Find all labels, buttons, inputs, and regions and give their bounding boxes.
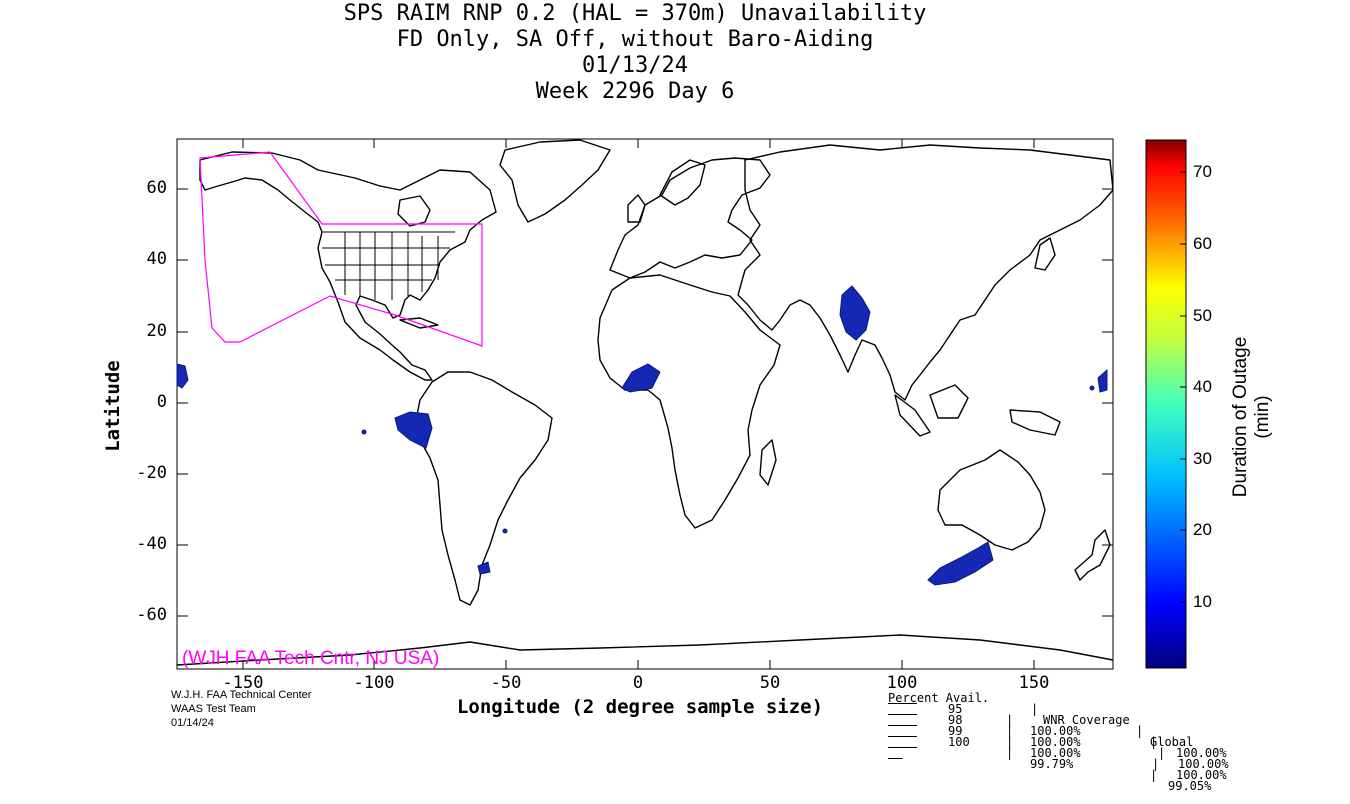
credits-line: WAAS Test Team (171, 703, 256, 715)
stats-pct: 100 (948, 735, 970, 749)
stats-pct: 99 (948, 724, 963, 738)
coastline-greenland (499, 139, 611, 223)
y-tick-label: -20 (136, 463, 167, 483)
y-tick-label: 0 (156, 392, 167, 412)
stats-row: 98 | 100.00% | 100.00% (888, 704, 1238, 770)
coastline-madagascar (759, 439, 777, 486)
coverage-stats-table: Percent Avail. | WNR Coverage | Global 9… (888, 682, 1238, 792)
coastline-cuba (399, 317, 439, 329)
coastline-europe (609, 157, 771, 279)
outage-region-west-africa (621, 363, 661, 393)
stats-wnr: 100.00% (1030, 735, 1081, 749)
stats-sep: | (1006, 724, 1014, 738)
stats-sep: | (1006, 713, 1014, 727)
coastline-hudson-bay (397, 195, 431, 227)
colorbar-tick-label: 10 (1193, 592, 1212, 611)
stats-pct: 98 (948, 713, 963, 727)
stats-global: 100.00% (1178, 757, 1229, 771)
x-tick-label: 150 (1018, 673, 1050, 693)
coastline-antarctica (177, 634, 1113, 666)
stats-sep: | (1150, 768, 1158, 782)
outage-region-south-australia (927, 541, 994, 586)
outage-region-west-pacific (176, 363, 189, 389)
colorbar-tick-label: 20 (1193, 520, 1212, 539)
colorbar-ticks (1180, 171, 1186, 603)
waas-region-boundary (199, 151, 483, 347)
colorbar-tick-label: 40 (1193, 377, 1212, 396)
stats-header: Percent Avail. | WNR Coverage | Global (888, 682, 1238, 748)
coastline-asia (737, 144, 1113, 401)
x-tick-label: 0 (632, 673, 644, 693)
outage-dot-3 (1089, 385, 1095, 391)
outage-region-india (839, 285, 871, 341)
colorbar (1145, 139, 1187, 669)
outage-region-east-pacific (1097, 368, 1108, 393)
outage-dot-1 (361, 429, 367, 435)
colorbar-tick-label: 30 (1193, 449, 1212, 468)
credits: W.J.H. FAA Technical Center WAAS Test Te… (171, 688, 311, 730)
y-tick-label: -60 (136, 605, 167, 625)
coastline-new-zealand (1074, 529, 1111, 581)
outage-region-south-pacific (394, 411, 433, 449)
world-map (176, 138, 1187, 670)
x-axis-title: Longitude (2 degree sample size) (456, 696, 824, 718)
stats-global: 99.05% (1168, 779, 1212, 793)
coastline-north-america (199, 151, 497, 381)
stats-header-global: Global (1150, 735, 1194, 749)
us-state-borders (322, 231, 455, 300)
coastline-japan (1034, 237, 1056, 271)
chart-title-line4: Week 2296 Day 6 (535, 79, 735, 104)
chart-title-line1: SPS RAIM RNP 0.2 (HAL = 370m) Unavailabi… (343, 1, 927, 26)
outage-dot-2 (502, 528, 508, 534)
outage-regions (176, 285, 1108, 586)
chart-title-line3: 01/13/24 (582, 53, 688, 78)
stats-sep: | (1006, 735, 1014, 749)
stats-row: 99 | 100.00% | 100.00% (888, 715, 1238, 781)
credits-line: 01/14/24 (171, 717, 214, 729)
credits-line: W.J.H. FAA Technical Center (171, 689, 312, 701)
x-tick-label: -50 (490, 673, 522, 693)
chart-title-line2: FD Only, SA Off, without Baro-Aiding (396, 27, 874, 52)
x-tick-label: 50 (759, 673, 781, 693)
stats-row: 95 | 100.00% | 100.00% (888, 693, 1238, 759)
watermark: (WJH FAA Tech Cntr, NJ USA) (182, 648, 440, 669)
stats-header-wnr: WNR Coverage (1043, 713, 1130, 727)
colorbar-title: Duration of Outage (min) (1230, 336, 1273, 498)
coastline-scandinavia (659, 159, 706, 206)
outage-region-south-america (477, 561, 491, 575)
x-tick-label: -100 (353, 673, 395, 693)
stats-sep: | (1031, 702, 1039, 716)
coastline-australia (937, 449, 1046, 551)
colorbar-tick-label: 70 (1193, 162, 1212, 181)
stats-global: 100.00% (1176, 768, 1227, 782)
colorbar-tick-label: 60 (1193, 234, 1212, 253)
x-tick-label: 100 (886, 673, 918, 693)
x-tick-label: -150 (222, 673, 264, 693)
y-tick-label: -40 (136, 534, 167, 554)
axis-ticks (177, 139, 1113, 669)
stats-header-pct: Percent Avail. (888, 691, 990, 705)
stats-sep: | (1152, 757, 1160, 771)
stats-sep: | (1150, 735, 1158, 749)
y-tick-label: 40 (146, 249, 167, 269)
stats-wnr: 99.79% (1030, 757, 1074, 771)
stats-wnr: 100.00% (1030, 724, 1081, 738)
y-axis-title: Latitude (102, 360, 124, 452)
coastline-uk (627, 194, 646, 223)
stats-sep: | (1136, 724, 1144, 738)
coastline-sumatra (894, 394, 931, 437)
colorbar-tick-label: 50 (1193, 306, 1212, 325)
y-tick-label: 60 (146, 178, 167, 198)
coastline-new-guinea (1009, 409, 1061, 436)
y-tick-label: 20 (146, 321, 167, 341)
stats-pct: 95 (948, 702, 963, 716)
coastline-borneo (929, 384, 969, 419)
stats-row: 100 | 99.79% | 99.05% (888, 726, 1238, 792)
